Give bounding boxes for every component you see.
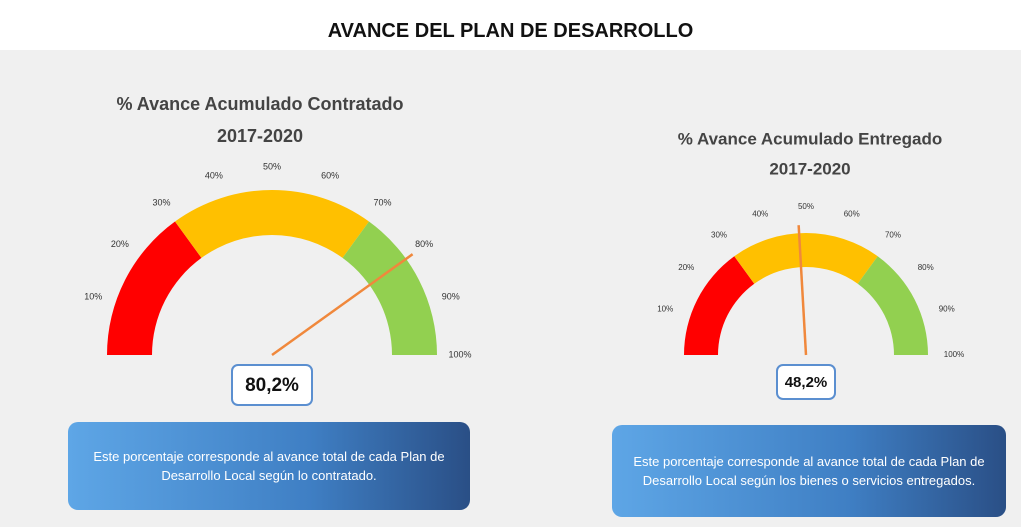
tick-label: 40% (752, 209, 768, 218)
tick-label: 90% (442, 291, 460, 301)
tick-label: 60% (844, 209, 860, 218)
gauge-subtitle: 2017-2020 (769, 159, 850, 178)
value-label: 80,2% (245, 375, 299, 396)
description: Este porcentaje corresponde al avance to… (612, 425, 1006, 517)
tick-label: 100% (448, 349, 471, 359)
gauge-band (684, 256, 755, 355)
tick-label: 50% (798, 202, 814, 211)
needle (271, 253, 414, 357)
gauge-band (857, 256, 928, 355)
needle (797, 225, 808, 356)
tick-label: 100% (944, 350, 964, 359)
tick-label: 30% (711, 230, 727, 239)
tick-label: 80% (918, 263, 934, 272)
tick-label: 50% (263, 161, 281, 171)
gauge-subtitle: 2017-2020 (217, 126, 303, 146)
gauge-title: % Avance Acumulado Contratado (116, 94, 403, 114)
tick-label: 90% (939, 304, 955, 313)
gauge-band (107, 221, 202, 355)
page-title: AVANCE DEL PLAN DE DESARROLLO (327, 20, 694, 42)
value-label: 48,2% (785, 374, 828, 391)
tick-label: 20% (111, 239, 129, 249)
tick-label: 10% (657, 304, 673, 313)
value-box (776, 364, 836, 400)
tick-label: 30% (152, 197, 170, 207)
tick-label: 70% (885, 230, 901, 239)
header-band (0, 0, 1021, 50)
tick-label: 70% (373, 197, 391, 207)
gauge-band (734, 233, 878, 284)
gauge-title: % Avance Acumulado Entregado (678, 129, 943, 148)
tick-label: 20% (678, 263, 694, 272)
description: Este porcentaje corresponde al avance to… (68, 422, 470, 510)
tick-label: 60% (321, 171, 339, 181)
value-box (231, 364, 313, 406)
gauge-band (175, 189, 369, 258)
tick-label: 40% (205, 171, 223, 181)
tick-label: 80% (415, 239, 433, 249)
gauge-band (342, 221, 437, 355)
tick-label: 10% (84, 291, 102, 301)
